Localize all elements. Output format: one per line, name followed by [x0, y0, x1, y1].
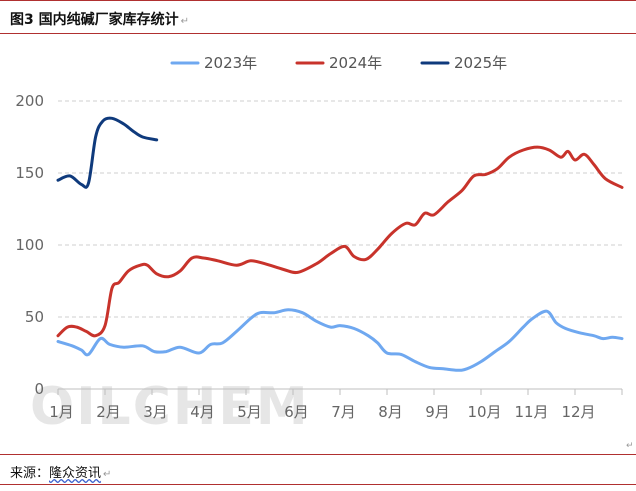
source-name: 隆众资讯: [49, 466, 102, 481]
legend-label-1: 2024年: [329, 54, 382, 72]
grid-layer: [58, 100, 622, 318]
legend-label-0: 2023年: [204, 54, 257, 72]
x-tick-label: 1月: [49, 403, 74, 421]
x-tick-label: 3月: [143, 403, 168, 421]
y-tick-label: 200: [15, 92, 44, 110]
source-line: 来源：隆众资讯 ↵: [10, 462, 111, 481]
y-tick-label: 150: [15, 164, 44, 182]
x-tick-label: 12月: [561, 403, 595, 421]
paragraph-mark-icon: ↵: [103, 469, 112, 480]
x-tick-label: 11月: [514, 403, 548, 421]
legend-label-2: 2025年: [454, 54, 507, 72]
y-tick-label: 100: [15, 236, 44, 254]
series-line-0: [56, 308, 624, 372]
line-chart: OILCHEM 0 50 100 150 200 1月 2月 3月 4月 5月 6月 7月 8月 9月 10…: [15, 54, 634, 451]
axis-layer: 0 50 100 150 200 1月 2月 3月 4月 5月 6月 7月 8月 9月 10月 11月 12月: [15, 92, 623, 421]
x-tick-label: 10月: [467, 403, 501, 421]
x-tick-label: 6月: [284, 403, 309, 421]
paragraph-mark-icon: ↵: [180, 16, 190, 27]
series-layer: [56, 116, 624, 372]
x-tick-label: 8月: [378, 403, 403, 421]
figure-title-text: 图3 国内纯碱厂家库存统计: [10, 12, 179, 28]
figure-header: 图3 国内纯碱厂家库存统计 ↵: [0, 0, 636, 34]
x-tick-label: 9月: [425, 403, 450, 421]
y-tick-label: 50: [25, 308, 44, 326]
x-tick-label: 2月: [96, 403, 121, 421]
paragraph-mark-icon: ↵: [626, 441, 634, 451]
x-tick-label: 4月: [190, 403, 215, 421]
figure-footer: 来源：隆众资讯 ↵: [0, 454, 636, 485]
legend: 2023年 2024年 2025年: [170, 54, 507, 72]
figure-title: 图3 国内纯碱厂家库存统计 ↵: [10, 9, 189, 29]
series-line-1: [56, 145, 624, 338]
x-tick-label: 5月: [237, 403, 262, 421]
source-label: 来源：: [10, 466, 50, 481]
x-tick-label: 7月: [331, 403, 356, 421]
y-tick-label: 0: [34, 380, 44, 398]
watermark: OILCHEM: [30, 377, 310, 437]
series-line-2: [56, 116, 159, 189]
